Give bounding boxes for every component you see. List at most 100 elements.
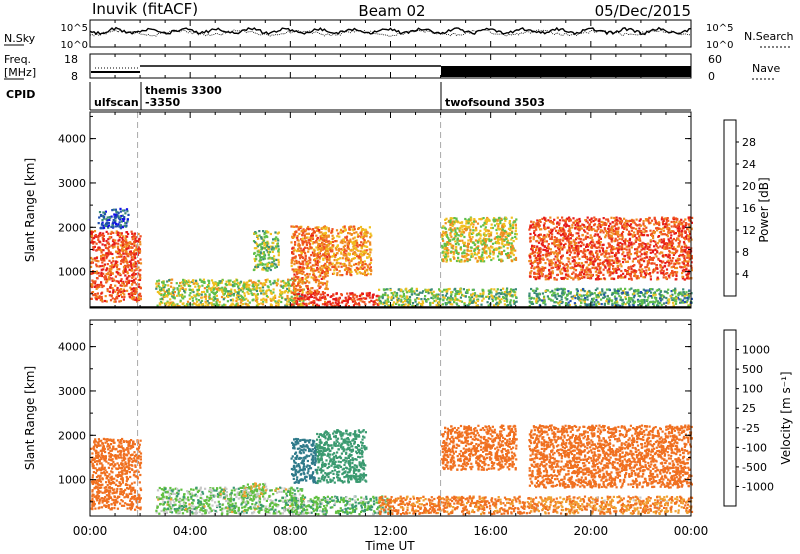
- scatter-cell: [342, 238, 345, 241]
- scatter-cell: [266, 241, 269, 244]
- scatter-cell: [93, 285, 96, 288]
- scatter-cell: [238, 304, 241, 308]
- scatter-cell: [352, 240, 356, 243]
- scatter-cell: [486, 238, 489, 241]
- scatter-cell: [363, 301, 366, 304]
- scatter-cell: [583, 301, 586, 304]
- scatter-cell: [536, 259, 539, 262]
- scatter-cell: [120, 220, 123, 223]
- scatter-cell: [491, 242, 495, 245]
- scatter-cell: [305, 241, 308, 244]
- scatter-cell: [307, 288, 310, 291]
- scatter-cell: [272, 288, 275, 291]
- scatter-cell: [500, 231, 503, 234]
- scatter-cell: [368, 253, 371, 256]
- scatter-cell: [448, 299, 451, 302]
- scatter-cell: [298, 269, 301, 272]
- scatter-cell: [255, 258, 258, 261]
- scatter-cell: [406, 291, 409, 294]
- scatter-cell: [499, 292, 502, 295]
- scatter-cell: [106, 216, 109, 219]
- scatter-cell: [589, 303, 592, 306]
- scatter-cell: [667, 288, 670, 291]
- scatter-cell: [606, 218, 610, 221]
- scatter-cell: [451, 221, 454, 224]
- scatter-cell: [561, 219, 564, 222]
- scatter-cell: [215, 303, 218, 306]
- scatter-cell: [601, 290, 604, 293]
- scatter-cell: [203, 295, 206, 298]
- scatter-cell: [210, 287, 213, 290]
- scatter-cell: [272, 298, 275, 301]
- scatter-cell: [343, 248, 346, 251]
- scatter-cell: [628, 249, 631, 252]
- scatter-cell: [454, 299, 457, 302]
- scatter-cell: [452, 223, 455, 226]
- scatter-cell: [322, 253, 325, 256]
- scatter-cell: [548, 262, 551, 265]
- scatter-cell: [500, 291, 504, 294]
- scatter-cell: [477, 251, 480, 254]
- scatter-cell: [369, 266, 372, 269]
- scatter-cell: [161, 301, 164, 304]
- scatter-cell: [349, 273, 352, 276]
- scatter-cell: [266, 278, 269, 281]
- scatter-cell: [224, 283, 227, 286]
- scatter-cell: [586, 292, 589, 295]
- scatter-cell: [297, 244, 300, 247]
- scatter-cell: [243, 286, 246, 289]
- scatter-cell: [647, 302, 650, 305]
- scatter-cell: [354, 262, 357, 266]
- scatter-cell: [264, 279, 267, 282]
- scatter-cell: [589, 242, 592, 245]
- scatter-cell: [486, 218, 489, 221]
- scatter-cell: [477, 295, 480, 298]
- scatter-cell: [510, 216, 513, 219]
- scatter-cell: [331, 304, 334, 307]
- scatter-cell: [105, 257, 108, 260]
- scatter-cell: [446, 298, 449, 301]
- scatter-cell: [461, 228, 464, 231]
- scatter-cell: [437, 293, 440, 296]
- scatter-cell: [467, 222, 470, 225]
- scatter-cell: [117, 281, 121, 284]
- scatter-cell: [634, 257, 637, 260]
- scatter-cell: [482, 256, 485, 259]
- scatter-cell: [260, 236, 263, 239]
- scatter-cell: [116, 245, 119, 248]
- scatter-cell: [316, 264, 319, 267]
- scatter-cell: [447, 237, 450, 240]
- scatter-cell: [100, 268, 103, 271]
- scatter-cell: [321, 303, 324, 306]
- scatter-cell: [635, 290, 638, 293]
- scatter-cell: [318, 229, 321, 232]
- scatter-cell: [495, 290, 498, 293]
- scatter-cell: [420, 304, 423, 307]
- scatter-cell: [553, 252, 556, 255]
- scatter-cell: [316, 236, 319, 240]
- scatter-cell: [109, 216, 112, 219]
- scatter-cell: [344, 252, 347, 255]
- scatter-cell: [115, 222, 118, 225]
- scatter-cell: [580, 301, 583, 304]
- scatter-cell: [213, 295, 216, 299]
- scatter-cell: [469, 297, 472, 300]
- scatter-cell: [625, 293, 629, 296]
- scatter-cell: [96, 286, 99, 289]
- scatter-cell: [125, 224, 128, 227]
- scatter-cell: [342, 254, 345, 257]
- scatter-cell: [294, 297, 297, 300]
- scatter-cell: [216, 299, 219, 302]
- scatter-cell: [315, 239, 318, 243]
- scatter-cell: [648, 216, 651, 219]
- scatter-cell: [591, 297, 594, 301]
- scatter-cell: [339, 241, 342, 244]
- scatter-cell: [535, 300, 538, 303]
- scatter-cell: [297, 265, 300, 268]
- scatter-cell: [577, 295, 580, 298]
- scatter-cell: [253, 288, 256, 291]
- scatter-cell: [129, 246, 133, 249]
- scatter-cell: [309, 261, 312, 264]
- scatter-cell: [195, 293, 198, 296]
- scatter-cell: [308, 273, 311, 276]
